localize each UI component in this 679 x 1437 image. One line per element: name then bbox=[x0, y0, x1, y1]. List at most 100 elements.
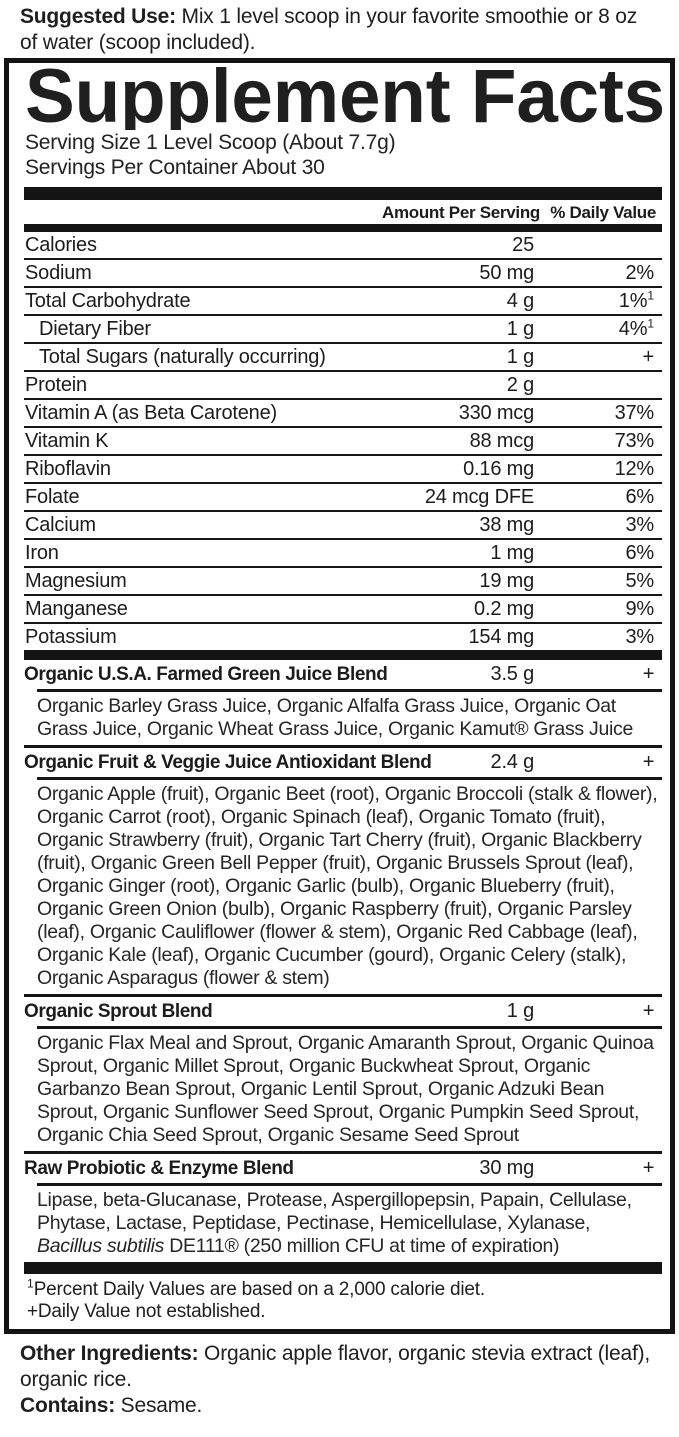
blend-ingredients-italic: Bacillus subtilis bbox=[37, 1235, 165, 1257]
blend-daily-value: + bbox=[642, 751, 655, 773]
nutrient-row-total-carbohydrate: Total Carbohydrate 4 g 1%1 bbox=[24, 288, 662, 316]
daily-value: 3% bbox=[625, 512, 654, 538]
nutrient-name: Potassium bbox=[25, 626, 117, 648]
nutrient-row-dietary-fiber: Dietary Fiber 1 g 4%1 bbox=[24, 316, 662, 344]
nutrient-row-magnesium: Magnesium 19 mg 5% bbox=[24, 568, 662, 596]
nutrient-row-sodium: Sodium 50 mg 2% bbox=[24, 260, 662, 288]
amount-value: 2 g bbox=[506, 374, 534, 396]
amount-value: 24 mcg DFE bbox=[424, 486, 534, 508]
blend-ingredients: Lipase, beta-Glucanase, Protease, Asperg… bbox=[24, 1186, 662, 1262]
amount-value: 50 mg bbox=[479, 262, 534, 284]
blend-amount: 2.4 g bbox=[490, 751, 535, 773]
daily-value: 1%1 bbox=[619, 288, 654, 314]
blend-ingredients: Organic Flax Meal and Sprout, Organic Am… bbox=[37, 1032, 654, 1146]
contains-statement: Contains: Sesame. bbox=[20, 1393, 659, 1419]
daily-value: 4%1 bbox=[619, 316, 654, 342]
blend-amount: 1 g bbox=[506, 1000, 534, 1022]
blend-name: Raw Probiotic & Enzyme Blend bbox=[24, 1158, 294, 1179]
blend-amount: 30 mg bbox=[479, 1157, 534, 1179]
daily-value: 73% bbox=[614, 428, 655, 454]
footnote-text: Percent Daily Values are based on a 2,00… bbox=[33, 1279, 485, 1300]
amount-value: 25 bbox=[512, 234, 534, 256]
divider-bar bbox=[24, 224, 662, 232]
nutrient-row-riboflavin: Riboflavin 0.16 mg 12% bbox=[24, 456, 662, 484]
daily-value: 6% bbox=[625, 484, 654, 510]
nutrient-name: Calories bbox=[25, 234, 97, 256]
nutrient-row-folate: Folate 24 mcg DFE 6% bbox=[24, 484, 662, 512]
daily-value: 2% bbox=[625, 260, 654, 286]
blend-header: Raw Probiotic & Enzyme Blend 30 mg + bbox=[24, 1154, 662, 1183]
daily-value: 5% bbox=[625, 568, 654, 594]
table-header-row: Amount Per Serving % Daily Value bbox=[24, 200, 662, 224]
daily-value: + bbox=[642, 344, 655, 370]
daily-value-text: 73% bbox=[614, 430, 655, 452]
nutrient-name: Sodium bbox=[25, 262, 92, 284]
blend-header: Organic Fruit & Veggie Juice Antioxidant… bbox=[24, 748, 662, 777]
daily-value: 37% bbox=[614, 400, 655, 426]
nutrient-name: Magnesium bbox=[25, 570, 127, 592]
nutrient-name: Calcium bbox=[25, 514, 96, 536]
daily-value-sup: 1 bbox=[647, 316, 654, 331]
blend-header: Organic Sprout Blend 1 g + bbox=[24, 997, 662, 1026]
daily-value-text: 1% bbox=[618, 290, 648, 312]
blend-ingredients-pre: Lipase, beta-Glucanase, Protease, Asperg… bbox=[37, 1189, 632, 1234]
daily-value-text: 2% bbox=[625, 262, 654, 284]
amount-value: 4 g bbox=[506, 290, 534, 312]
nutrient-name: Iron bbox=[25, 542, 59, 564]
daily-value: 6% bbox=[625, 540, 654, 566]
blend-ingredients-post: DE111® (250 million CFU at time of expir… bbox=[164, 1235, 560, 1257]
divider-bar bbox=[24, 650, 662, 660]
supplement-facts-panel: Supplement Facts Serving Size 1 Level Sc… bbox=[4, 58, 675, 1334]
nutrient-name: Total Sugars (naturally occurring) bbox=[39, 346, 326, 368]
daily-value-text: 37% bbox=[614, 402, 655, 424]
divider-line bbox=[37, 1026, 662, 1029]
serving-size: Serving Size 1 Level Scoop (About 7.7g) bbox=[25, 131, 396, 154]
other-ingredients: Other Ingredients: Organic apple flavor,… bbox=[20, 1341, 659, 1393]
blend-section-fruit-veggie: Organic Fruit & Veggie Juice Antioxidant… bbox=[24, 745, 662, 994]
amount-value: 19 mg bbox=[479, 570, 534, 592]
suggested-use-body: Mix 1 level scoop in your favorite smoot… bbox=[20, 5, 638, 54]
nutrient-name: Manganese bbox=[25, 598, 128, 620]
panel-title-text: Supplement Facts bbox=[25, 66, 665, 130]
amount-value: 1 mg bbox=[490, 542, 534, 564]
amount-value: 0.2 mg bbox=[474, 598, 534, 620]
blend-section-sprout: Organic Sprout Blend 1 g + Organic Flax Me… bbox=[24, 994, 662, 1151]
divider-line bbox=[24, 994, 662, 997]
blend-name: Organic Fruit & Veggie Juice Antioxidant… bbox=[24, 752, 432, 773]
servings-per-container: Servings Per Container About 30 bbox=[25, 156, 325, 179]
nutrient-name: Dietary Fiber bbox=[39, 318, 151, 340]
footnote-not-established: +Daily Value not established. bbox=[27, 1301, 266, 1322]
panel-title: Supplement Facts bbox=[25, 66, 665, 130]
blend-amount: 3.5 g bbox=[490, 663, 535, 685]
daily-value-text: 3% bbox=[625, 514, 654, 536]
daily-value-text: + bbox=[642, 346, 655, 368]
nutrient-name: Vitamin A (as Beta Carotene) bbox=[25, 402, 277, 424]
daily-value-text: 5% bbox=[625, 570, 654, 592]
nutrient-row-manganese: Manganese 0.2 mg 9% bbox=[24, 596, 662, 624]
nutrient-name: Total Carbohydrate bbox=[25, 290, 191, 312]
daily-value: 9% bbox=[625, 596, 654, 622]
amount-value: 0.16 mg bbox=[463, 458, 534, 480]
daily-value-sup: 1 bbox=[647, 288, 654, 303]
amount-value: 88 mcg bbox=[469, 430, 535, 452]
amount-value: 154 mg bbox=[468, 626, 534, 648]
other-ingredients-text: Organic apple flavor, organic stevia ext… bbox=[20, 1342, 651, 1391]
nutrient-row-protein: Protein 2 g bbox=[24, 372, 662, 400]
daily-value: 12% bbox=[615, 456, 655, 482]
nutrient-row-vitamin-a: Vitamin A (as Beta Carotene) 330 mcg 37% bbox=[24, 400, 662, 428]
nutrient-name: Vitamin K bbox=[25, 430, 109, 452]
blend-ingredients: Organic Apple (fruit), Organic Beet (roo… bbox=[37, 783, 658, 989]
nutrient-row-vitamin-k: Vitamin K 88 mcg 73% bbox=[24, 428, 662, 456]
amount-value: 1 g bbox=[506, 318, 534, 340]
divider-bar bbox=[24, 187, 662, 200]
blend-daily-value: + bbox=[642, 663, 655, 685]
nutrient-row-calories: Calories 25 bbox=[24, 232, 662, 260]
nutrient-name: Protein bbox=[25, 374, 87, 396]
divider-line bbox=[37, 1183, 662, 1186]
blend-name: Organic U.S.A. Farmed Green Juice Blend bbox=[24, 664, 388, 685]
daily-value-text: 9% bbox=[625, 598, 654, 620]
blend-daily-value: + bbox=[642, 1157, 655, 1179]
amount-value: 330 mcg bbox=[458, 402, 535, 424]
contains-text: Sesame. bbox=[115, 1394, 203, 1417]
divider-bar bbox=[24, 1262, 662, 1274]
